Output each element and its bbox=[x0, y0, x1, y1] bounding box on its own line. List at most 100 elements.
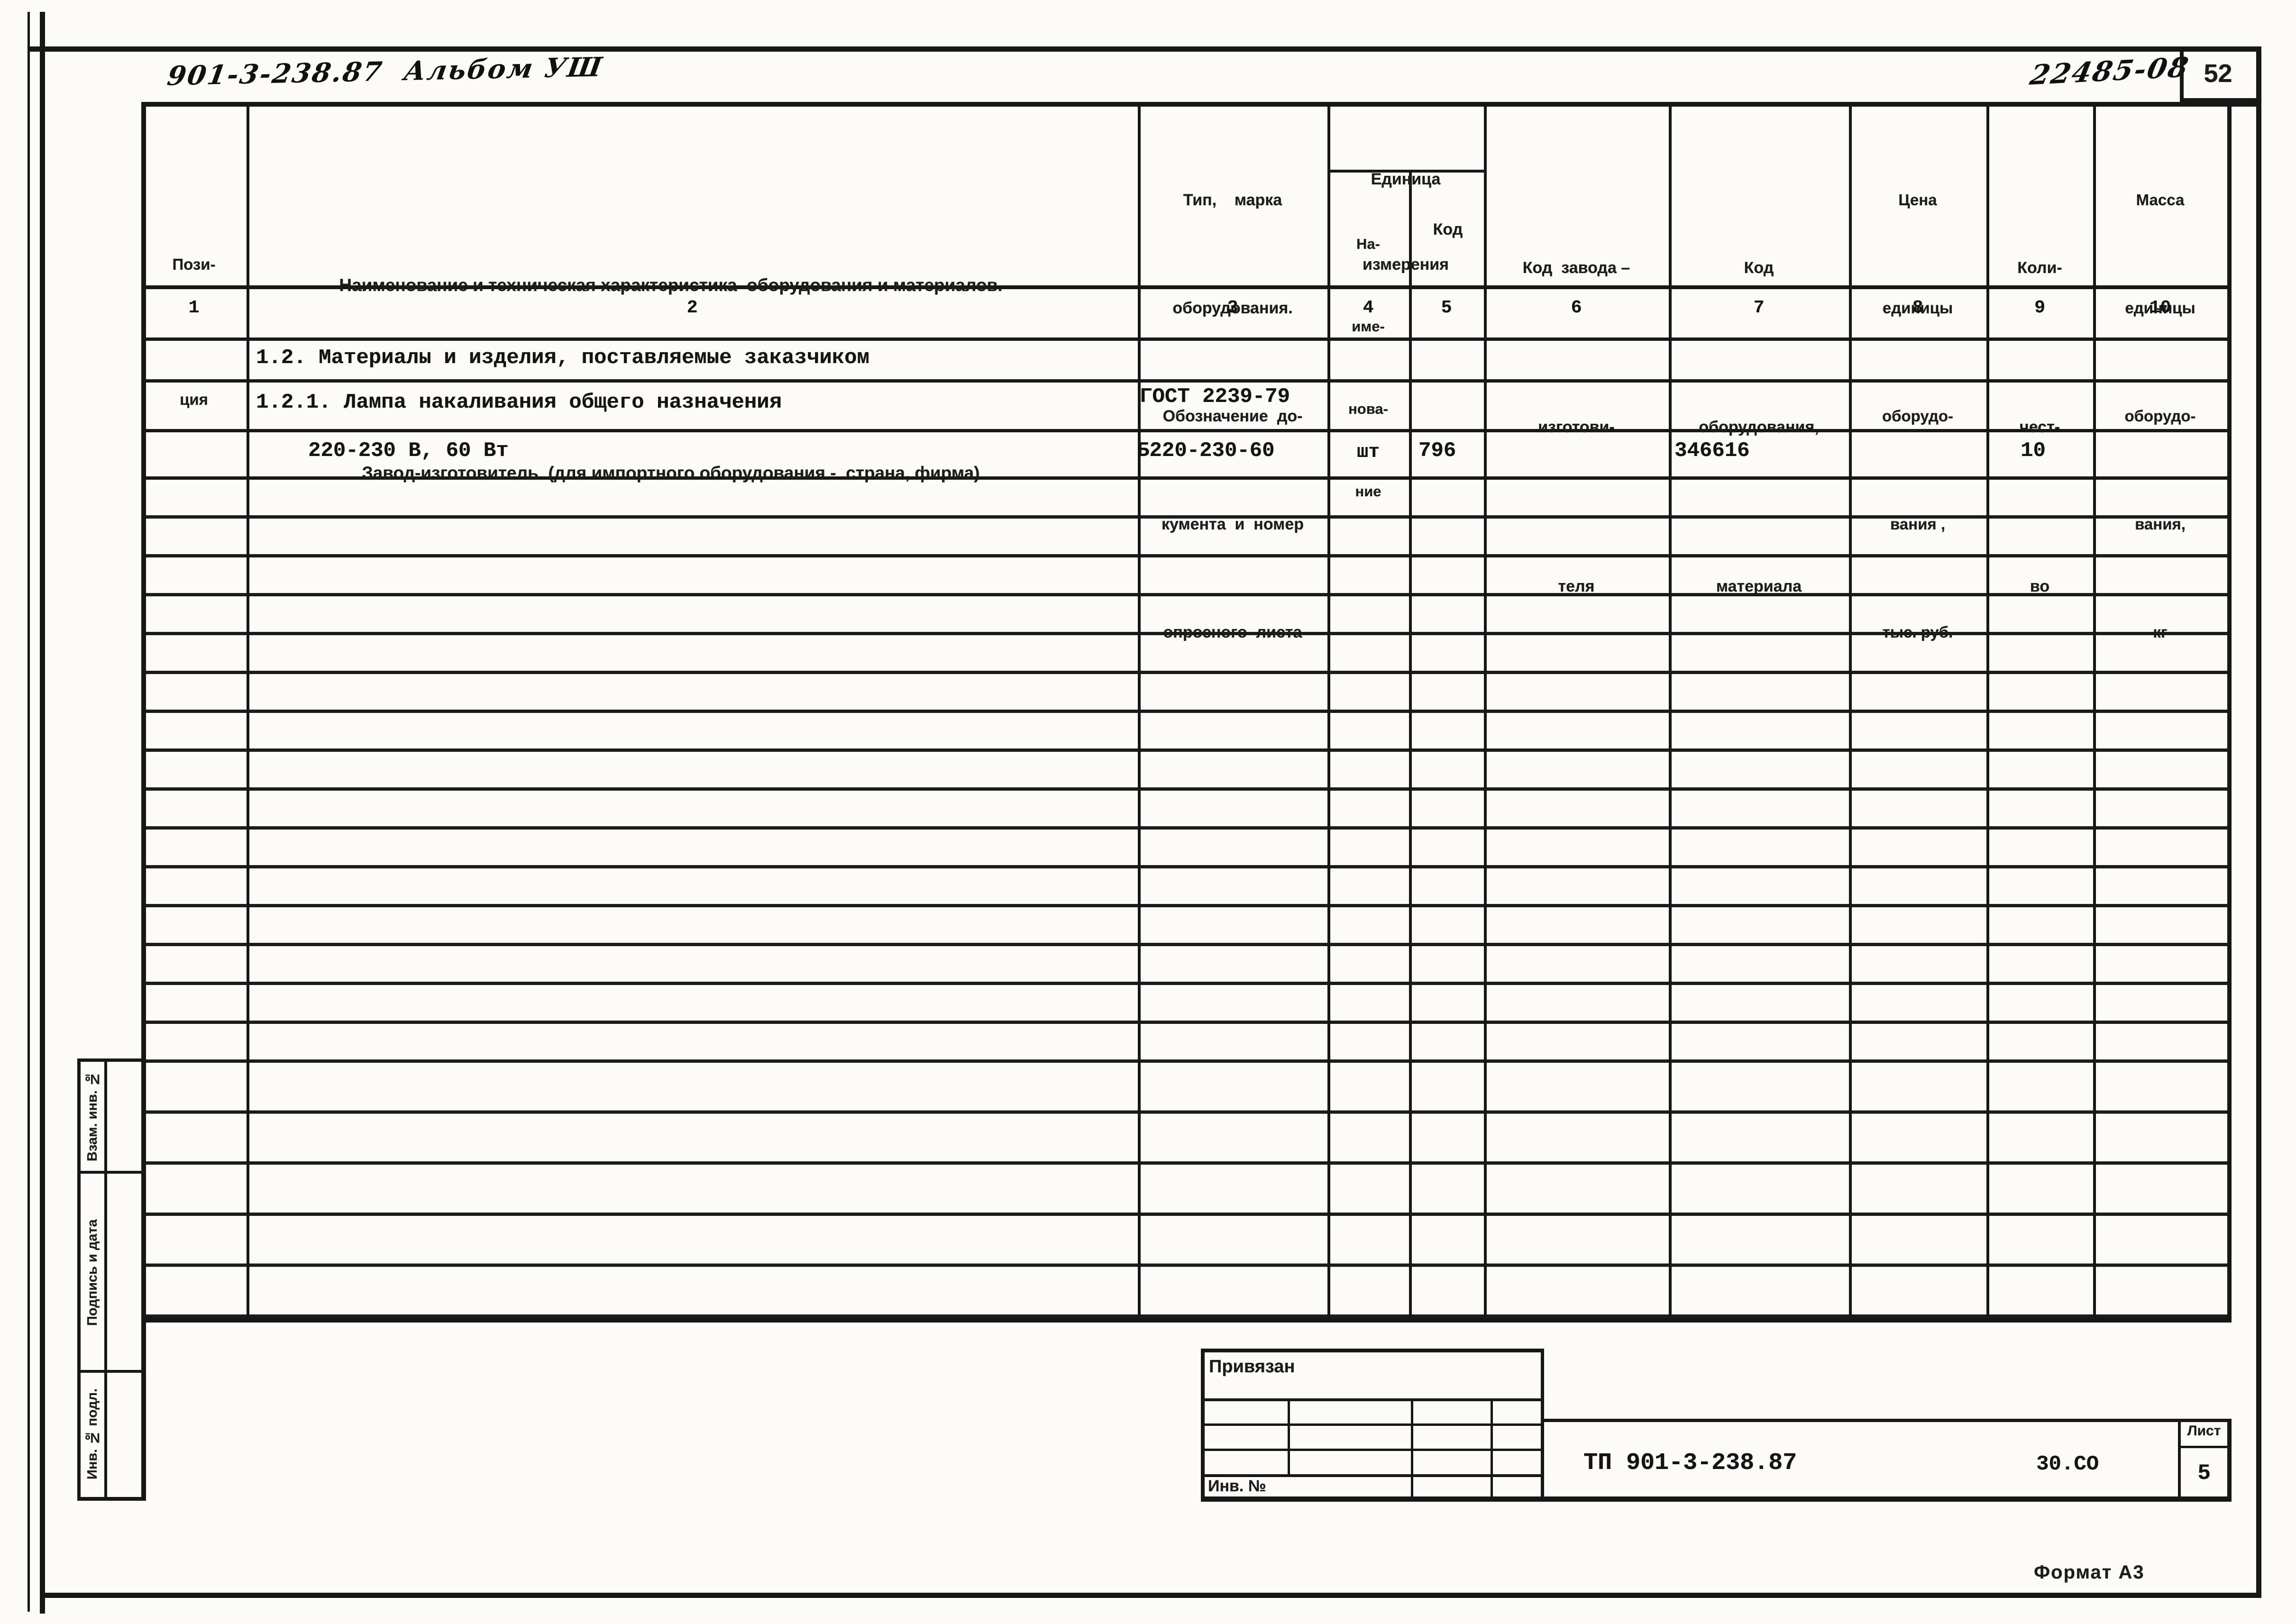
margin-stamp-label-inv: Инв. № подл. bbox=[85, 1388, 100, 1480]
header-line: измерения bbox=[1363, 255, 1449, 274]
margin-stamp-line-1 bbox=[77, 1171, 146, 1174]
header-line: оборудования, bbox=[1699, 418, 1819, 436]
header-line: Наименование и техническая характеристик… bbox=[339, 275, 1003, 295]
sheet-value: 5 bbox=[2197, 1461, 2211, 1486]
header-line: Коли- bbox=[2017, 259, 2062, 277]
stage-code: 30.СО bbox=[2036, 1452, 2099, 1476]
header-price: Цена единицы оборудо- вания , тыс. руб. bbox=[1849, 110, 1986, 722]
binding-table-line-4 bbox=[1201, 1474, 1544, 1477]
header-unit-code: Код bbox=[1433, 220, 1463, 238]
header-type: Тип, марка оборудования. Обозначение до-… bbox=[1138, 110, 1327, 722]
page-border-right bbox=[2256, 46, 2261, 1598]
header-line: оборудо- bbox=[2124, 407, 2196, 425]
header-line: Завод-изготовитель (для импортного обору… bbox=[362, 463, 980, 483]
header-line: Код bbox=[1744, 259, 1774, 277]
header-line: единицы bbox=[1882, 299, 1953, 317]
row3-quantity-cell: 10 bbox=[2021, 439, 2046, 463]
table-right-border bbox=[2227, 102, 2232, 1323]
page-border-left-outer bbox=[27, 12, 30, 1612]
title-block-bottom-line bbox=[1201, 1496, 2232, 1502]
header-line: чест- bbox=[2019, 418, 2060, 436]
table-left-border bbox=[141, 102, 146, 1500]
margin-stamp-bottom-line bbox=[77, 1497, 146, 1501]
header-unit-name: На- име- нова- ние bbox=[1327, 175, 1409, 560]
binding-table-line-3 bbox=[1201, 1449, 1544, 1451]
header-line: име- bbox=[1352, 318, 1385, 335]
binding-table-col-2 bbox=[1411, 1398, 1413, 1500]
binding-table-col-1 bbox=[1288, 1398, 1290, 1474]
header-line: теля bbox=[1558, 577, 1595, 595]
page-border-left-inner bbox=[40, 12, 45, 1614]
row2-bottom-line bbox=[141, 429, 2232, 432]
doc-code-handwritten-note: 22485-08 bbox=[2027, 51, 2193, 91]
margin-stamp-label-podpis: Подпись и дата bbox=[85, 1219, 100, 1326]
binding-table-top-line bbox=[1201, 1349, 1544, 1352]
title-block-right-border bbox=[2227, 1419, 2232, 1496]
column-number-3: 3 bbox=[1227, 298, 1238, 318]
header-line: Обозначение до- bbox=[1162, 407, 1303, 425]
row3-type-cell: Б220-230-60 bbox=[1137, 439, 1275, 463]
row2-name-cell: 1.2.1. Лампа накаливания общего назначен… bbox=[256, 391, 782, 414]
binding-label: Привязан bbox=[1209, 1357, 1295, 1377]
header-line: оборудования. bbox=[1172, 299, 1293, 317]
binding-table-col-3 bbox=[1491, 1398, 1493, 1500]
header-line: Единица bbox=[1371, 170, 1441, 188]
header-line: ция bbox=[180, 391, 208, 408]
header-line: единицы bbox=[2125, 299, 2195, 317]
header-equipment-code: Код оборудования, материала bbox=[1669, 135, 1849, 719]
header-bottom-line bbox=[141, 285, 2232, 289]
col-line-3 bbox=[1327, 102, 1330, 1321]
header-line: Тип, марка bbox=[1183, 191, 1282, 209]
column-number-4: 4 bbox=[1363, 298, 1374, 318]
header-factory-code: Код завода – изготови- теля bbox=[1484, 135, 1669, 719]
document-number: ТП 901-3-238.87 bbox=[1583, 1450, 1797, 1477]
table-bottom-line bbox=[141, 1318, 2232, 1323]
col-line-7 bbox=[1849, 102, 1852, 1321]
header-line: изготови- bbox=[1538, 418, 1615, 436]
header-line: ние bbox=[1355, 483, 1381, 500]
album-handwritten-note: 901-3-238.87 Альбом УШ bbox=[165, 51, 605, 92]
sheet-number-box-left-line bbox=[2180, 52, 2184, 102]
page-border-top bbox=[27, 46, 2261, 52]
sheet-number-top: 52 bbox=[2204, 59, 2232, 88]
column-number-9: 9 bbox=[2034, 298, 2045, 318]
col-line-2 bbox=[1138, 102, 1141, 1321]
header-line: тыс. руб. bbox=[1882, 623, 1953, 641]
margin-stamp-left-border bbox=[77, 1058, 81, 1500]
header-line: нова- bbox=[1348, 401, 1388, 417]
column-number-5: 5 bbox=[1441, 298, 1452, 318]
row1-name-cell: 1.2. Материалы и изделия, поставляемые з… bbox=[256, 346, 869, 370]
header-quantity: Коли- чест- во bbox=[1986, 135, 2093, 719]
row1-bottom-line bbox=[141, 379, 2232, 383]
header-line: материала bbox=[1716, 577, 1802, 595]
column-number-10: 10 bbox=[2149, 298, 2171, 318]
header-line: вания, bbox=[2135, 515, 2186, 533]
column-number-1: 1 bbox=[188, 298, 200, 318]
header-line: опросного листа bbox=[1163, 623, 1302, 641]
column-number-6: 6 bbox=[1571, 298, 1582, 318]
binding-table-line-1 bbox=[1201, 1398, 1544, 1401]
numbers-row-bottom-line bbox=[141, 338, 2232, 341]
header-line: вания , bbox=[1890, 515, 1945, 533]
header-line: Масса bbox=[2136, 191, 2185, 209]
row2-type-cell: ГОСТ 2239-79 bbox=[1140, 385, 1290, 409]
blank-ruled-rows-lower bbox=[141, 1063, 2232, 1318]
header-line: Код завода – bbox=[1522, 259, 1630, 277]
sheet-cell-divider-line bbox=[2178, 1446, 2232, 1448]
col-line-1 bbox=[247, 102, 249, 1321]
col-line-9 bbox=[2093, 102, 2096, 1321]
row3-bottom-line bbox=[141, 476, 2232, 480]
col-line-4 bbox=[1409, 170, 1412, 1321]
binding-table-line-2 bbox=[1201, 1423, 1544, 1426]
header-unit-group: Единица измерения bbox=[1327, 108, 1484, 336]
row3-unit-code-cell: 796 bbox=[1418, 439, 1456, 463]
col-line-5 bbox=[1484, 102, 1487, 1321]
header-line: кг bbox=[2153, 623, 2168, 641]
sheet-number-box-bottom-line bbox=[2180, 98, 2261, 102]
margin-stamp-line-2 bbox=[77, 1370, 146, 1373]
title-block-sheet-divider bbox=[2178, 1419, 2181, 1496]
unit-group-split-line bbox=[1327, 170, 1484, 173]
column-number-8: 8 bbox=[1912, 298, 1923, 318]
header-line: Пози- bbox=[172, 255, 216, 273]
